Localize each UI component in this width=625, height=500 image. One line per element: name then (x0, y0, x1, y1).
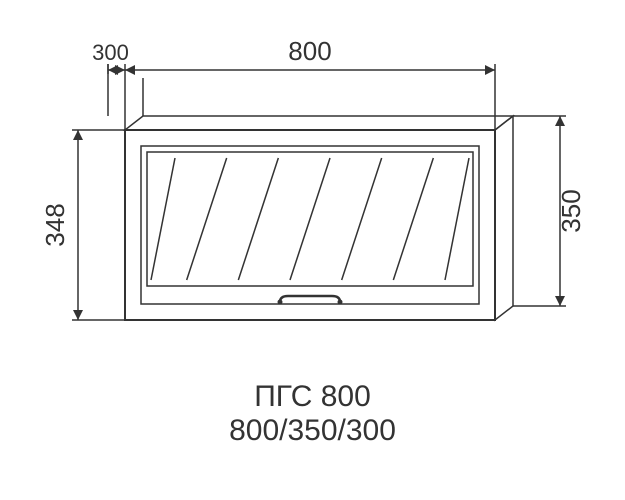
svg-text:348: 348 (40, 203, 70, 246)
caption-line1: ПГС 800 (0, 380, 625, 414)
svg-text:350: 350 (556, 189, 586, 232)
svg-text:300: 300 (92, 40, 129, 65)
caption-block: ПГС 800 800/350/300 (0, 380, 625, 448)
caption-line2: 800/350/300 (0, 414, 625, 448)
svg-text:800: 800 (288, 36, 331, 66)
